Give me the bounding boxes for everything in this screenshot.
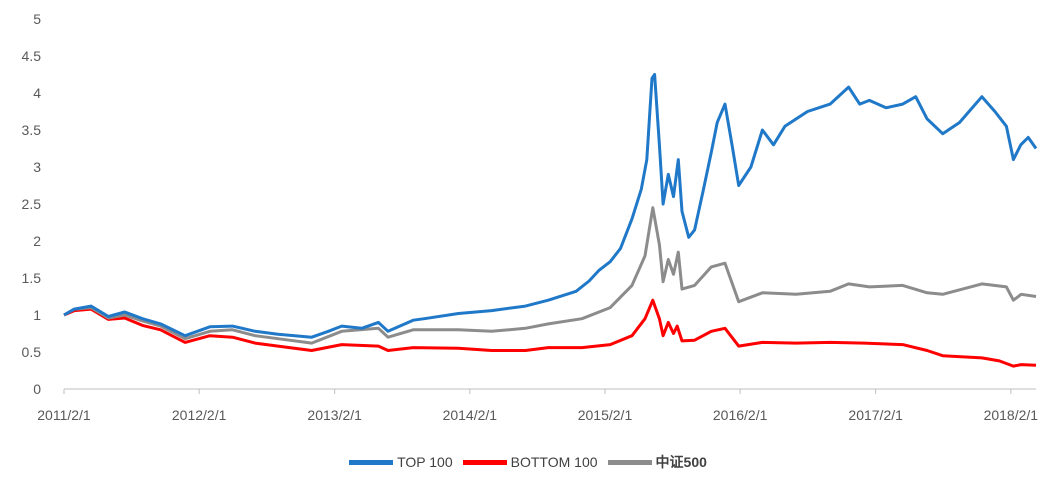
series-line-top100 [63, 73, 1038, 339]
legend-swatch-top100 [349, 459, 394, 465]
y-axis-ticks: 0 0.5 1 1.5 2 2.5 3 3.5 4 4.5 5 [22, 11, 42, 397]
x-tick-label: 2012/2/1 [172, 407, 227, 423]
x-tick-label: 2015/2/1 [578, 407, 633, 423]
series-line-csi500 [63, 206, 1037, 345]
y-tick-label: 2 [33, 233, 41, 249]
legend-swatch-csi500 [607, 459, 652, 465]
y-tick-label: 1 [33, 307, 41, 323]
x-tick-label: 2017/2/1 [848, 407, 903, 423]
x-tick-label: 2018/2/1 [984, 407, 1039, 423]
series-line-bottom100 [63, 298, 1037, 368]
y-tick-label: 4.5 [22, 48, 42, 64]
x-axis-ticks: 2011/2/1 2012/2/1 2013/2/1 2014/2/1 2015/2/1… [37, 389, 1038, 423]
legend-item-csi500: 中证500 [607, 452, 707, 472]
y-tick-label: 1.5 [22, 270, 42, 286]
x-tick-label: 2011/2/1 [37, 407, 91, 423]
y-tick-label: 5 [33, 11, 41, 27]
legend: TOP 100 BOTTOM 100 中证500 [0, 452, 1056, 472]
legend-item-bottom100: BOTTOM 100 [462, 452, 598, 472]
x-tick-label: 2016/2/1 [713, 407, 768, 423]
legend-label-bottom100: BOTTOM 100 [510, 454, 598, 470]
legend-item-top100: TOP 100 [349, 452, 453, 472]
x-tick-label: 2014/2/1 [443, 407, 498, 423]
y-tick-label: 0.5 [22, 344, 42, 360]
series-group [63, 73, 1038, 368]
legend-label-top100: TOP 100 [397, 454, 453, 470]
line-chart: 00.511.522.533.544.55 2011/2/1 2012/2/1 20… [22, 11, 1039, 423]
y-tick-label: 4 [33, 85, 41, 101]
y-tick-label: 2.5 [22, 196, 42, 212]
legend-label-csi500: 中证500 [655, 454, 707, 470]
x-tick-label: 2013/2/1 [307, 407, 362, 423]
y-tick-label: 3 [33, 159, 41, 175]
y-tick-label: 3.5 [22, 122, 42, 138]
legend-swatch-bottom100 [462, 459, 507, 465]
y-tick-label: 0 [33, 381, 41, 397]
